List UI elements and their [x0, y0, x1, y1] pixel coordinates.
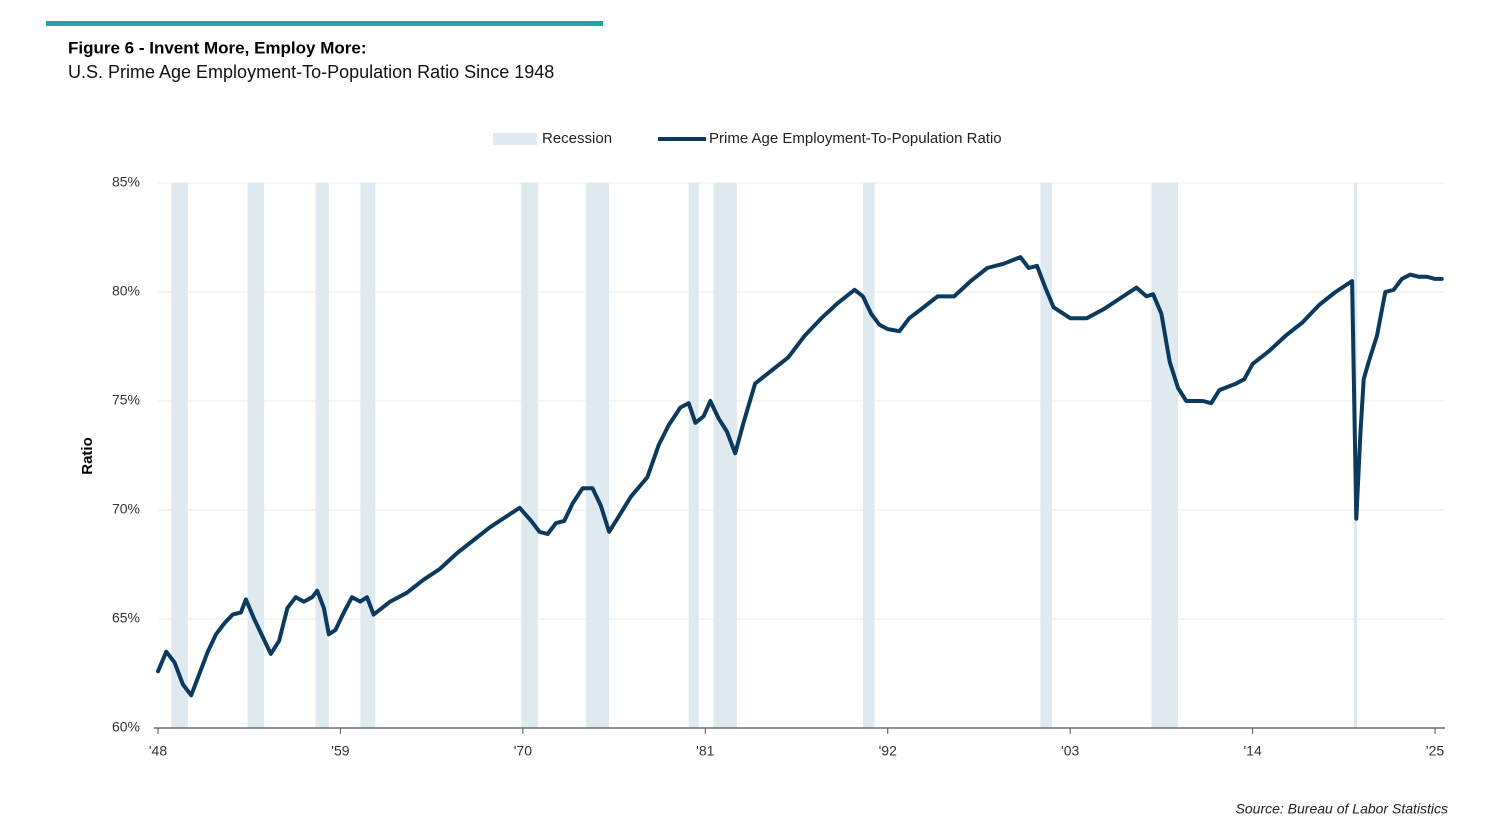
accent-bar — [46, 21, 603, 26]
legend-swatch — [493, 133, 537, 145]
y-tick-label: 60% — [112, 719, 140, 735]
y-tick-label: 70% — [112, 501, 140, 517]
x-tick-label: '81 — [696, 743, 714, 759]
data-line — [156, 255, 1444, 698]
y-axis-label: Ratio — [79, 437, 96, 475]
chart-subtitle: U.S. Prime Age Employment-To-Population … — [68, 62, 554, 82]
recession-band — [862, 183, 875, 728]
y-tick-label: 80% — [112, 283, 140, 299]
recession-band — [1040, 183, 1052, 728]
source-note: Source: Bureau of Labor Statistics — [1236, 801, 1448, 817]
recession-band — [247, 183, 265, 728]
x-tick-label: '03 — [1061, 743, 1079, 759]
legend-label: Recession — [542, 130, 612, 147]
x-tick-label: '70 — [514, 743, 532, 759]
y-tick-label: 75% — [112, 392, 140, 408]
recession-band — [688, 183, 699, 728]
chart-title: Figure 6 - Invent More, Employ More: — [68, 38, 366, 57]
recession-band — [713, 183, 737, 728]
legend-label: Prime Age Employment-To-Population Ratio — [709, 130, 1002, 147]
x-tick-label: '25 — [1426, 743, 1444, 759]
recession-band — [315, 183, 329, 728]
recession-band — [1151, 183, 1178, 728]
recession-band — [360, 183, 376, 728]
x-tick-label: '59 — [331, 743, 349, 759]
y-tick-label: 65% — [112, 610, 140, 626]
x-tick-label: '48 — [149, 743, 167, 759]
recession-band — [585, 183, 610, 728]
y-tick-label: 85% — [112, 174, 140, 190]
recession-band — [171, 183, 188, 728]
x-tick-label: '92 — [879, 743, 897, 759]
recession-band — [521, 183, 538, 728]
x-tick-label: '14 — [1243, 743, 1261, 759]
